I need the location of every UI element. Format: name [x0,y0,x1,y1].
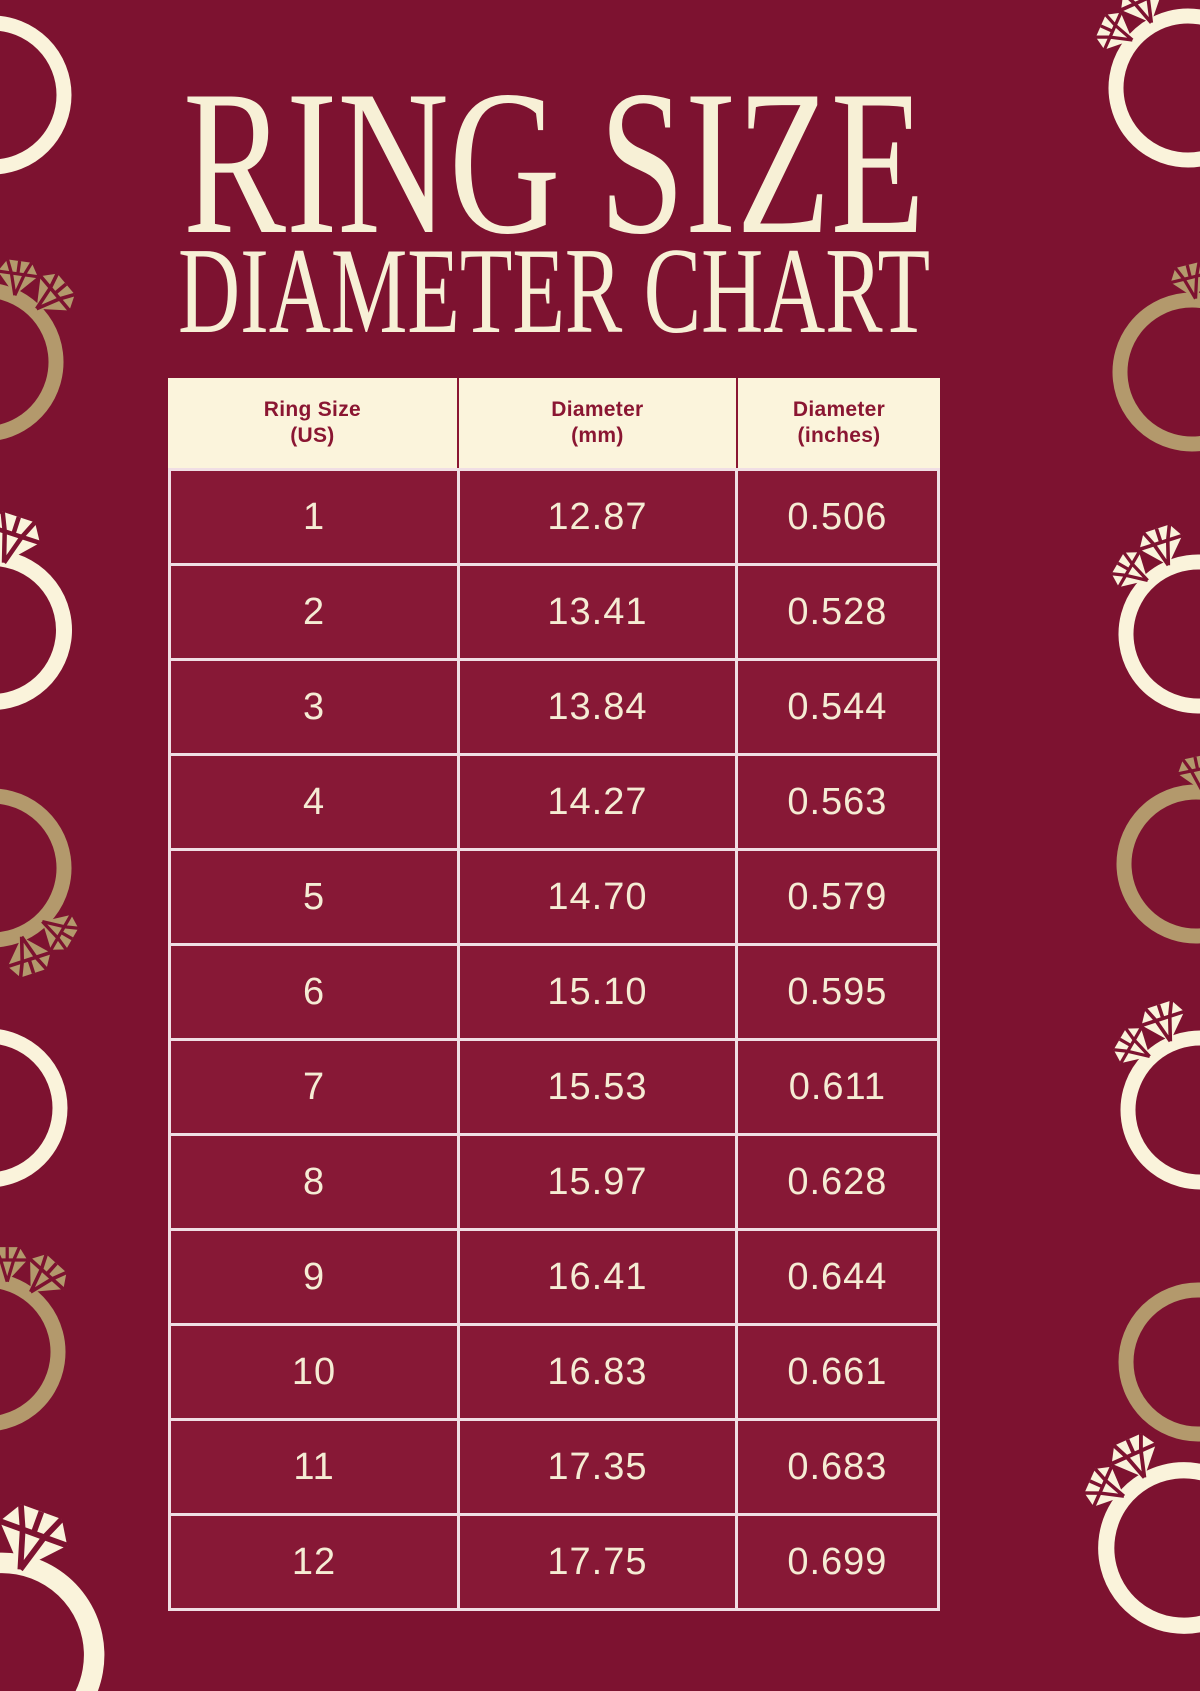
cell-mm: 15.10 [457,943,738,1041]
ring-icon [0,501,80,712]
page-title-line1: RING SIZE [183,48,925,277]
cell-size: 4 [167,753,461,851]
header-line: (US) [290,424,335,447]
ring-icon [1105,731,1200,955]
cell-inches: 0.528 [734,563,941,661]
table-row: 10 16.83 0.661 [167,1323,941,1421]
cell-size: 6 [167,943,461,1041]
cell-inches: 0.611 [734,1038,941,1136]
table-row: 2 13.41 0.528 [167,563,941,661]
cell-size: 12 [167,1513,461,1611]
ring-icon [1126,1290,1200,1434]
header-diameter-inches: Diameter (inches) [736,378,940,468]
table-row: 11 17.35 0.683 [167,1418,941,1516]
cell-mm: 16.83 [457,1323,738,1421]
cell-mm: 15.53 [457,1038,738,1136]
ring-icon [0,1487,120,1691]
table-row: 1 12.87 0.506 [167,468,941,566]
cell-inches: 0.579 [734,848,941,946]
table-row: 5 14.70 0.579 [167,848,941,946]
cell-mm: 17.35 [457,1418,738,1516]
ring-icon [0,226,113,463]
cell-mm: 13.84 [457,658,738,756]
table-body: 1 12.87 0.506 2 13.41 0.528 3 13.84 0.544 4 14.27 0… [167,468,941,1611]
cell-inches: 0.595 [734,943,941,1041]
cell-size: 11 [167,1418,461,1516]
cell-inches: 0.563 [734,753,941,851]
header-diameter-mm: Diameter (mm) [456,378,736,468]
cell-inches: 0.683 [734,1418,941,1516]
table-row: 7 15.53 0.611 [167,1038,941,1136]
ring-icon [1103,240,1200,461]
cell-size: 9 [167,1228,461,1326]
header-line: Diameter [792,398,886,421]
table-row: 4 14.27 0.563 [167,753,941,851]
ring-icon [0,1036,60,1180]
cell-size: 1 [167,468,461,566]
cell-size: 5 [167,848,461,946]
cell-size: 10 [167,1323,461,1421]
ring-icon [0,1215,107,1450]
header-line: Ring Size [263,398,361,421]
ring-icon [0,23,64,167]
table-row: 3 13.84 0.544 [167,658,941,756]
header-ring-size-us: Ring Size (US) [168,378,457,468]
table-row: 9 16.41 0.644 [167,1228,941,1326]
cell-inches: 0.644 [734,1228,941,1326]
cell-mm: 13.41 [457,563,738,661]
cell-mm: 16.41 [457,1228,738,1326]
cell-mm: 14.70 [457,848,738,946]
header-line: Diameter [551,398,644,421]
table-row: 6 15.10 0.595 [167,943,941,1041]
cell-inches: 0.699 [734,1513,941,1611]
table-header-row: Ring Size (US) Diameter (mm) Diameter (i… [168,378,940,468]
table-row: 12 17.75 0.699 [167,1513,941,1611]
ring-icon [1077,497,1200,732]
ring-icon [1061,0,1200,189]
page-title: RING SIZE DIAMETER CHART [178,48,930,350]
cell-size: 3 [167,658,461,756]
cell-mm: 14.27 [457,753,738,851]
ring-icon [1047,1400,1200,1656]
cell-inches: 0.506 [734,468,941,566]
cell-size: 7 [167,1038,461,1136]
cell-size: 8 [167,1133,461,1231]
cell-mm: 15.97 [457,1133,738,1231]
ring-icon [0,770,113,1005]
cell-size: 2 [167,563,461,661]
cell-mm: 17.75 [457,1513,738,1611]
cell-inches: 0.628 [734,1133,941,1231]
header-line: (mm) [571,424,624,447]
table-body-grid: 1 12.87 0.506 2 13.41 0.528 3 13.84 0.544 4 14.27 0… [167,468,941,1611]
header-line: (inches) [797,424,881,447]
page-title-line2: DIAMETER CHART [178,222,930,350]
table-row: 8 15.97 0.628 [167,1133,941,1231]
cell-mm: 12.87 [457,468,738,566]
cell-inches: 0.544 [734,658,941,756]
cell-inches: 0.661 [734,1323,941,1421]
ring-icon [1079,973,1200,1208]
ring-size-table: Ring Size (US) Diameter (mm) Diameter (i… [167,378,941,1611]
